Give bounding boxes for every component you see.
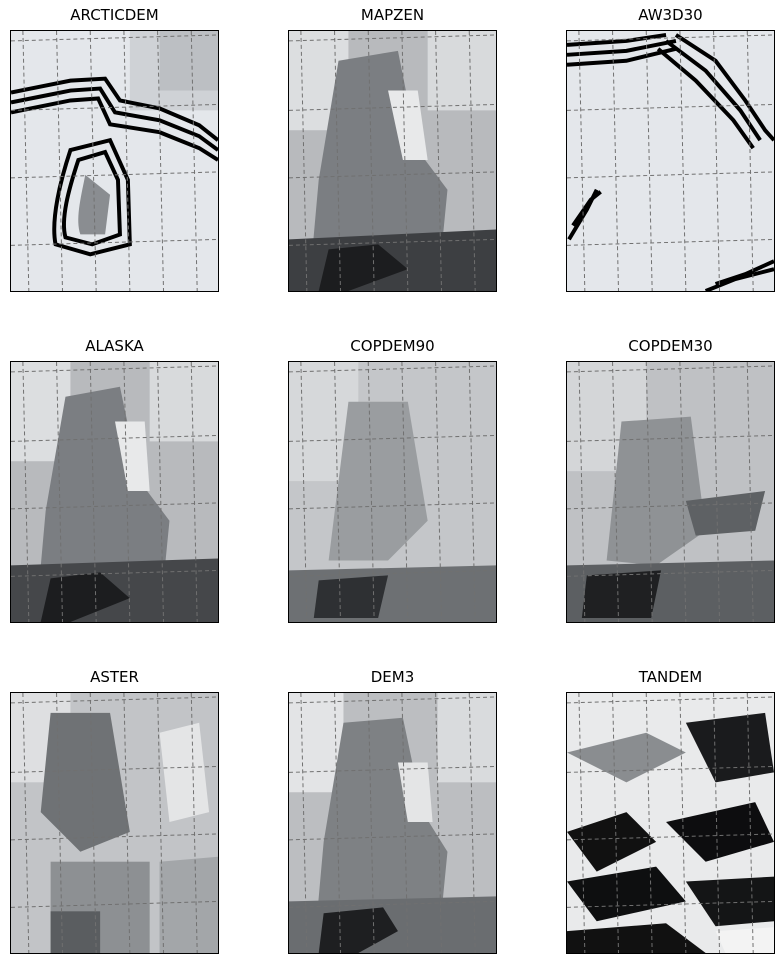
- map-image: [10, 361, 219, 623]
- panel-title: ARCTICDEM: [70, 6, 159, 24]
- graticule-meridian: [468, 31, 476, 291]
- panel-title: AW3D30: [638, 6, 703, 24]
- panel-title: ALASKA: [85, 337, 144, 355]
- graticule-meridian: [123, 31, 131, 291]
- graticule-meridian: [334, 693, 341, 953]
- graticule-meridian: [190, 362, 198, 622]
- graticule: [11, 31, 218, 291]
- panel-alaska: ALASKA: [10, 337, 219, 623]
- graticule-meridian: [300, 31, 308, 291]
- map-image: [288, 692, 497, 954]
- panel-title: COPDEM90: [350, 337, 435, 355]
- panel-copdem30: COPDEM30: [566, 337, 775, 623]
- panel-title: COPDEM30: [628, 337, 713, 355]
- graticule-meridian: [123, 693, 131, 953]
- graticule-meridian: [56, 31, 63, 291]
- graticule-meridian: [435, 362, 443, 622]
- graticule-meridian: [578, 693, 586, 953]
- graticule-meridian: [746, 693, 754, 953]
- panel-title: MAPZEN: [360, 6, 425, 24]
- map-image: [566, 361, 775, 623]
- graticule-meridian: [367, 31, 375, 291]
- graticule-meridian: [679, 31, 687, 291]
- map-image: [288, 30, 497, 292]
- graticule: [289, 362, 496, 622]
- graticule-meridian: [746, 362, 754, 622]
- graticule-meridian: [401, 693, 409, 953]
- graticule-meridian: [22, 31, 30, 291]
- graticule-meridian: [578, 31, 586, 291]
- graticule-meridian: [401, 31, 409, 291]
- graticule-meridian: [578, 362, 586, 622]
- graticule-meridian: [713, 362, 721, 622]
- graticule-meridian: [612, 693, 619, 953]
- map-image: [10, 692, 219, 954]
- panel-copdem90: COPDEM90: [288, 337, 497, 623]
- panel-tandem: TANDEM: [566, 668, 775, 954]
- graticule: [289, 693, 496, 953]
- graticule-meridian: [157, 362, 165, 622]
- panel-title: TANDEM: [638, 668, 703, 686]
- panel-mapzen: MAPZEN: [288, 6, 497, 292]
- graticule-meridian: [612, 362, 619, 622]
- graticule-meridian: [190, 31, 198, 291]
- graticule-meridian: [435, 31, 443, 291]
- graticule-meridian: [645, 31, 653, 291]
- graticule-meridian: [157, 31, 165, 291]
- graticule-meridian: [56, 362, 63, 622]
- graticule-meridian: [157, 693, 165, 953]
- panel-arcticdem: ARCTICDEM: [10, 6, 219, 292]
- panel-dem3: DEM3: [288, 668, 497, 954]
- map-image: [288, 361, 497, 623]
- graticule: [11, 362, 218, 622]
- panel-aw3d30: AW3D30: [566, 6, 775, 292]
- graticule-meridian: [300, 693, 308, 953]
- graticule-meridian: [367, 693, 375, 953]
- graticule: [289, 31, 496, 291]
- graticule-meridian: [468, 362, 476, 622]
- graticule-meridian: [123, 362, 131, 622]
- graticule-meridian: [612, 31, 619, 291]
- graticule-meridian: [468, 693, 476, 953]
- panel-title: DEM3: [370, 668, 415, 686]
- graticule-meridian: [645, 693, 653, 953]
- graticule-meridian: [679, 693, 687, 953]
- graticule-meridian: [401, 362, 409, 622]
- graticule-meridian: [22, 362, 30, 622]
- graticule: [567, 31, 774, 291]
- graticule-meridian: [22, 693, 30, 953]
- map-image: [566, 30, 775, 292]
- graticule-meridian: [713, 31, 721, 291]
- graticule-meridian: [334, 31, 341, 291]
- graticule-meridian: [334, 362, 341, 622]
- graticule-meridian: [746, 31, 754, 291]
- graticule-meridian: [56, 693, 63, 953]
- graticule-meridian: [89, 31, 97, 291]
- graticule-meridian: [300, 362, 308, 622]
- graticule: [11, 693, 218, 953]
- panel-title: ASTER: [90, 668, 139, 686]
- graticule-meridian: [89, 693, 97, 953]
- graticule: [567, 362, 774, 622]
- graticule-meridian: [679, 362, 687, 622]
- graticule-meridian: [435, 693, 443, 953]
- graticule-meridian: [89, 362, 97, 622]
- graticule-meridian: [645, 362, 653, 622]
- map-image: [10, 30, 219, 292]
- graticule-meridian: [367, 362, 375, 622]
- graticule: [567, 693, 774, 953]
- graticule-meridian: [713, 693, 721, 953]
- graticule-meridian: [190, 693, 198, 953]
- map-image: [566, 692, 775, 954]
- panel-aster: ASTER: [10, 668, 219, 954]
